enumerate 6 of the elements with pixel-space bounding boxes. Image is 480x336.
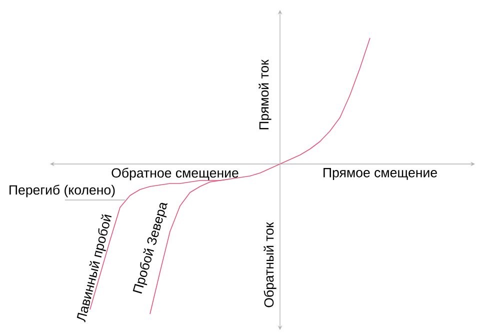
text: Пробой Зевера: [132, 202, 168, 294]
y-axis-title: Прямой ток: [258, 60, 272, 130]
annotation: Перегиб (колено): [10, 184, 115, 198]
annotation: Обратное смещение: [112, 168, 238, 180]
x-axis-title: Прямое смещение: [324, 168, 437, 180]
annotation: Обратный ток: [264, 222, 276, 308]
